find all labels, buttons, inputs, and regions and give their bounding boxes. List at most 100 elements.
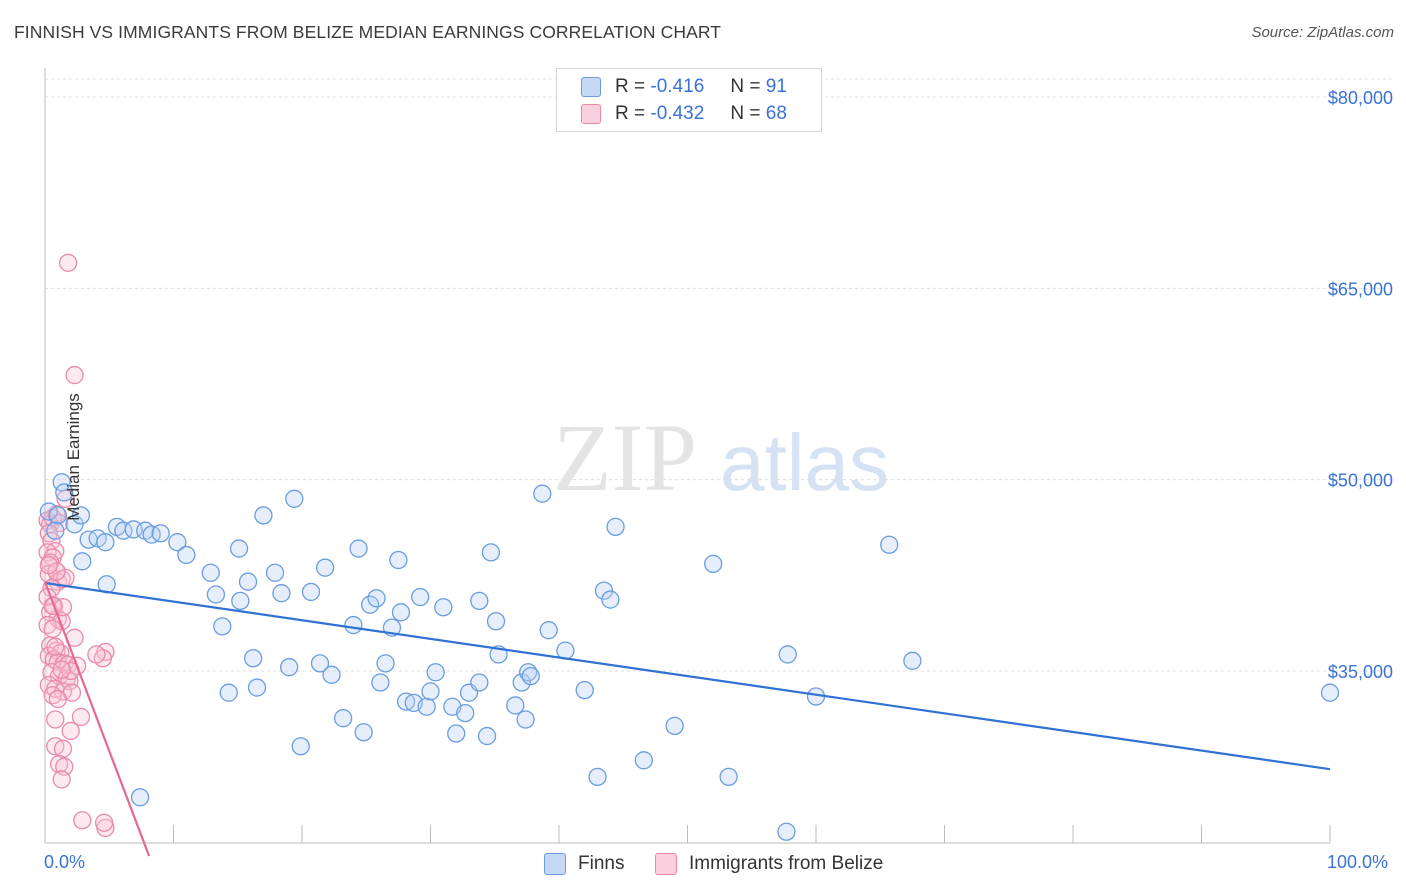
finns-point <box>470 591 489 610</box>
y-tick-labels: $80,000 $65,000 $50,000 $35,000 <box>1328 88 1393 682</box>
finns-point <box>477 726 497 746</box>
finns-point <box>778 645 797 664</box>
series-finns-points <box>39 473 1340 841</box>
bottom-legend-label-belize: Immigrants from Belize <box>689 853 884 874</box>
finns-point <box>206 585 226 604</box>
legend-row-finns: R = -0.416 N = 91 <box>581 74 787 100</box>
axes <box>44 68 1331 844</box>
finns-point <box>634 751 653 770</box>
legend-n-label: N = <box>730 76 761 97</box>
belize-point <box>58 253 78 272</box>
legend-n-value: 68 <box>765 103 787 124</box>
belize-point <box>52 660 71 679</box>
finns-point <box>272 584 291 603</box>
legend: R = -0.416 N = 91 R = -0.432 N = 68 <box>556 68 822 132</box>
belize-point <box>65 365 84 385</box>
bottom-legend-swatch-blue <box>544 853 566 875</box>
watermark-zip: ZIP <box>553 404 697 511</box>
x-tick-label-left: 0.0% <box>44 852 86 872</box>
legend-r-value: -0.432 <box>650 103 705 124</box>
finns-point <box>333 709 353 728</box>
finns-point <box>344 615 363 635</box>
belize-point <box>87 645 106 664</box>
finns-point <box>719 767 738 787</box>
finns-point <box>130 788 150 807</box>
trend-lines <box>43 581 1331 857</box>
finns-point <box>506 696 525 715</box>
belize-point <box>71 707 91 727</box>
finns-point <box>421 682 440 701</box>
finns-point <box>231 591 250 610</box>
finns-point <box>1320 683 1340 702</box>
finns-point <box>903 651 922 670</box>
belize-point <box>94 813 114 832</box>
finns-point <box>349 539 368 558</box>
finns-point <box>151 524 170 543</box>
belize-point <box>46 710 65 729</box>
finns-point <box>168 533 187 552</box>
finns-point <box>396 692 416 711</box>
finns-point <box>213 617 232 636</box>
finns-point <box>389 550 408 570</box>
finns-point <box>588 767 607 787</box>
finns-point <box>512 673 531 692</box>
watermark: ZIP atlas <box>553 404 889 511</box>
finns-point <box>606 517 625 537</box>
legend-swatch-blue <box>581 77 601 97</box>
finns-point <box>322 665 341 684</box>
finns-trend-line <box>44 581 1331 771</box>
finns-point <box>55 483 74 502</box>
finns-point <box>71 506 91 525</box>
finns-point <box>539 621 558 640</box>
finns-point <box>96 533 115 552</box>
finns-point <box>73 552 92 571</box>
finns-point <box>417 697 436 716</box>
legend-n-label: N = <box>730 103 761 124</box>
finns-point <box>704 554 723 574</box>
bottom-legend-label-finns: Finns <box>578 853 625 874</box>
finns-point <box>265 563 285 582</box>
finns-point <box>354 723 373 742</box>
finns-point <box>201 563 220 582</box>
finns-point <box>315 558 335 577</box>
finns-point <box>434 598 453 617</box>
belize-point <box>53 739 73 758</box>
finns-point <box>533 484 552 503</box>
finns-point <box>456 703 475 723</box>
finns-point <box>291 737 310 756</box>
finns-point <box>310 654 330 673</box>
bottom-legend-finns: Finns <box>544 852 624 876</box>
finns-point <box>516 710 535 729</box>
legend-swatch-pink <box>581 104 601 124</box>
finns-point <box>219 683 238 702</box>
finns-point <box>301 582 321 602</box>
finns-point <box>447 724 466 743</box>
finns-point <box>575 680 594 700</box>
finns-point <box>777 822 796 841</box>
legend-n-value: 91 <box>765 76 787 97</box>
belize-point <box>48 689 67 709</box>
belize-point <box>61 721 80 741</box>
series-belize-points <box>38 253 115 838</box>
belize-trend-line <box>43 581 151 857</box>
finns-point <box>521 666 540 686</box>
finns-point <box>880 535 899 554</box>
finns-point <box>601 590 620 609</box>
legend-r-label: R = <box>615 103 646 124</box>
bottom-legend-belize: Immigrants from Belize <box>655 852 883 876</box>
belize-point <box>46 637 65 656</box>
x-tick-label-right: 100.0% <box>1327 852 1389 872</box>
finns-point <box>279 658 299 677</box>
finns-point <box>46 521 65 540</box>
finns-point <box>426 663 445 682</box>
finns-point <box>367 589 386 608</box>
belize-point <box>43 619 62 639</box>
y-tick-label: $35,000 <box>1328 662 1393 682</box>
finns-point <box>665 716 684 735</box>
belize-point <box>52 770 71 789</box>
y-tick-label: $65,000 <box>1328 279 1393 299</box>
belize-point <box>73 811 92 830</box>
belize-point <box>39 555 59 575</box>
finns-point <box>481 543 501 562</box>
